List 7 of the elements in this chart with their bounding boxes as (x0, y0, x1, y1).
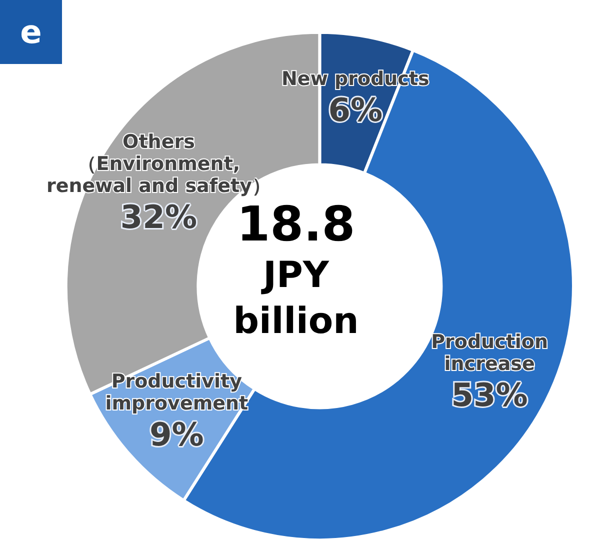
data-label: 53% (451, 376, 528, 414)
data-label: 32% (120, 198, 198, 236)
chart-title: e (20, 13, 42, 51)
data-label: 6% (328, 90, 383, 129)
data-label: 9% (150, 415, 204, 454)
text: 18.8 JPY billion (233, 196, 359, 342)
slice-label: Production increase (431, 330, 548, 375)
